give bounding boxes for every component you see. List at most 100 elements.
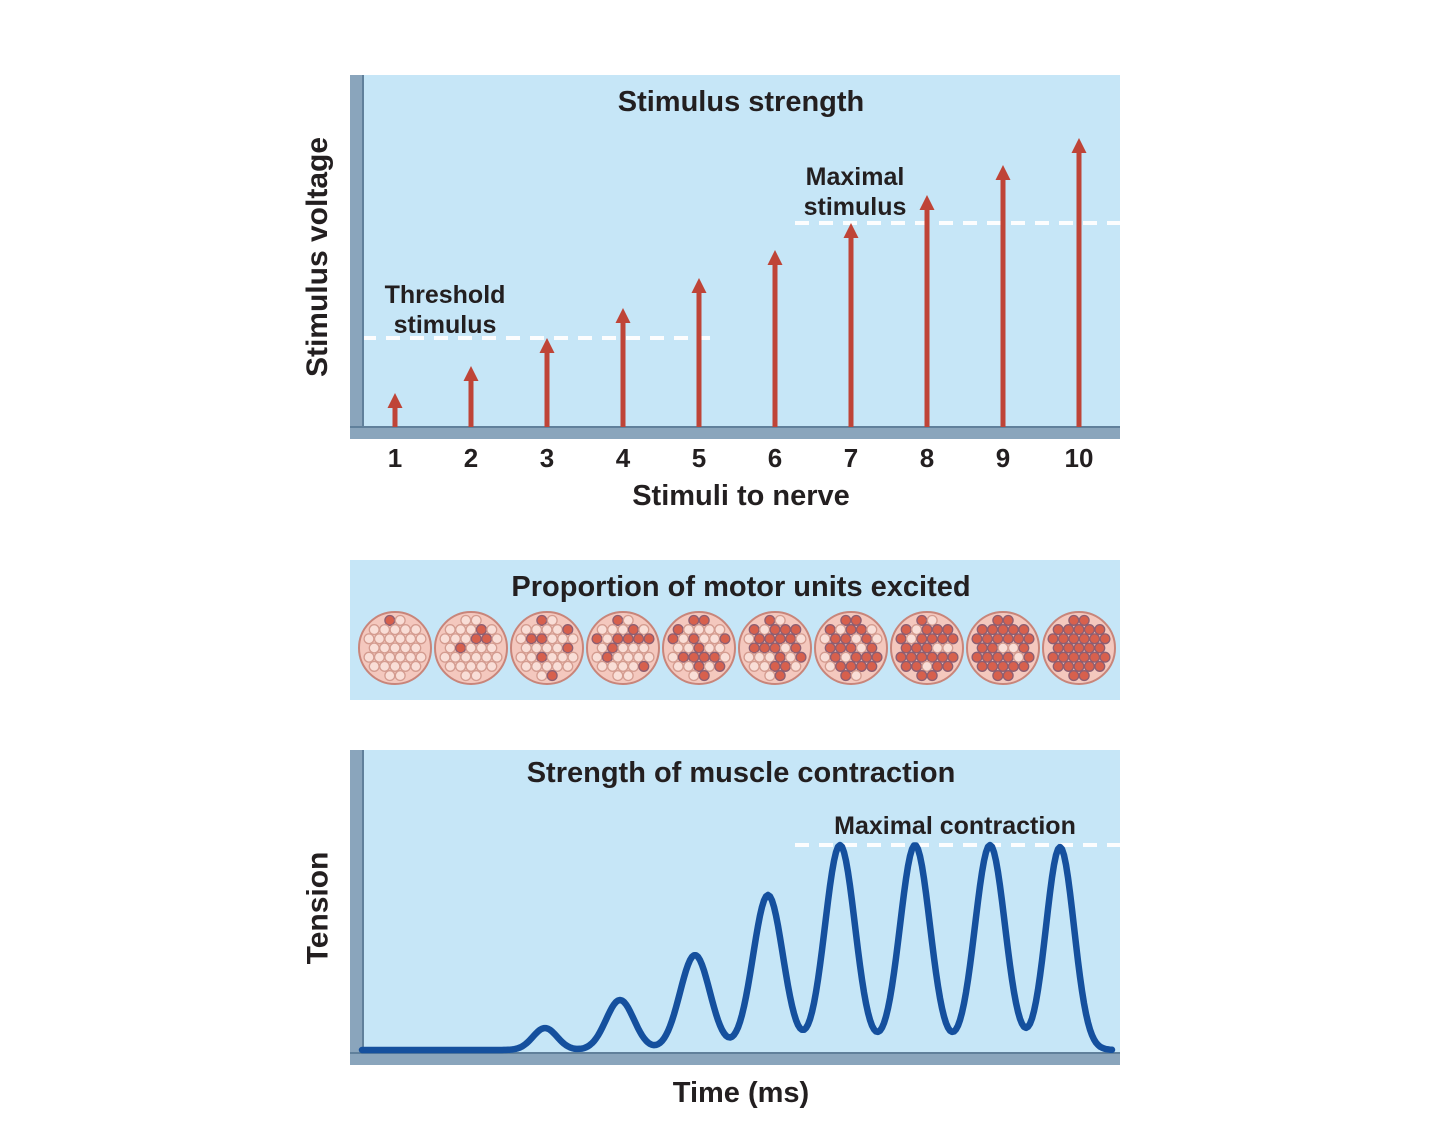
resting-fiber — [667, 651, 679, 663]
excited-fiber — [688, 633, 700, 645]
resting-fiber — [942, 642, 954, 654]
excited-fiber — [546, 670, 558, 682]
resting-fiber — [368, 660, 380, 672]
resting-fiber — [410, 660, 422, 672]
resting-fiber — [520, 642, 532, 654]
excited-fiber — [987, 642, 999, 654]
resting-fiber — [703, 660, 715, 672]
excited-fiber — [1002, 614, 1014, 626]
resting-fiber — [389, 660, 401, 672]
resting-fiber — [491, 651, 503, 663]
tension-axis-label-text: Tension — [301, 851, 334, 964]
excited-fiber — [1007, 660, 1019, 672]
panel-background — [350, 75, 1120, 439]
excited-fiber — [607, 642, 619, 654]
excited-fiber — [855, 660, 867, 672]
stimulus-arrow-head — [767, 250, 783, 265]
stimulus-arrow-head — [387, 393, 403, 408]
resting-fiber — [871, 633, 883, 645]
excited-fiber — [1078, 670, 1090, 682]
resting-fiber — [520, 660, 532, 672]
resting-fiber — [394, 670, 406, 682]
motor-units-panel: Proportion of motor units excited — [350, 560, 1120, 700]
excited-fiber — [992, 651, 1004, 663]
x-axis-bar-edge — [350, 1052, 1120, 1054]
excited-fiber — [1023, 651, 1035, 663]
resting-fiber — [439, 633, 451, 645]
threshold-label-line1: Threshold — [385, 281, 506, 309]
excited-fiber — [976, 660, 988, 672]
motor-unit-circle — [738, 611, 812, 685]
resting-fiber — [460, 670, 472, 682]
resting-fiber — [541, 624, 553, 636]
excited-fiber — [866, 642, 878, 654]
excited-fiber — [562, 624, 574, 636]
excited-fiber — [719, 633, 731, 645]
resting-fiber — [683, 660, 695, 672]
resting-fiber — [683, 624, 695, 636]
excited-fiber — [612, 614, 624, 626]
resting-fiber — [525, 651, 537, 663]
excited-fiber — [764, 614, 776, 626]
resting-fiber — [819, 633, 831, 645]
excited-fiber — [1052, 642, 1064, 654]
resting-fiber — [384, 651, 396, 663]
resting-fiber — [460, 614, 472, 626]
resting-fiber — [475, 660, 487, 672]
excited-fiber — [895, 633, 907, 645]
excited-fiber — [997, 624, 1009, 636]
resting-fiber — [567, 633, 579, 645]
resting-fiber — [905, 633, 917, 645]
resting-fiber — [444, 624, 456, 636]
resting-fiber — [562, 660, 574, 672]
resting-fiber — [743, 651, 755, 663]
motor-units-title: Proportion of motor units excited — [511, 571, 970, 603]
motor-unit-circle — [890, 611, 964, 685]
stimulus-strength-title: Stimulus strength — [618, 86, 865, 118]
stimulus-voltage-axis-label-text: Stimulus voltage — [301, 136, 335, 378]
excited-fiber — [790, 642, 802, 654]
resting-fiber — [557, 633, 569, 645]
resting-fiber — [931, 642, 943, 654]
resting-fiber — [486, 660, 498, 672]
resting-fiber — [785, 651, 797, 663]
resting-fiber — [363, 651, 375, 663]
stimulus-number: 8 — [920, 443, 934, 473]
motor-unit-circle — [814, 611, 888, 685]
resting-fiber — [541, 642, 553, 654]
excited-fiber — [536, 614, 548, 626]
excited-fiber — [1078, 614, 1090, 626]
excited-fiber — [976, 642, 988, 654]
resting-fiber — [546, 651, 558, 663]
excited-fiber — [481, 633, 493, 645]
tension-curve-path — [358, 841, 1116, 1054]
resting-fiber — [703, 624, 715, 636]
excited-fiber — [855, 624, 867, 636]
resting-fiber — [546, 633, 558, 645]
stimulus-arrow-head — [843, 223, 859, 238]
motor-unit-circle — [1042, 611, 1116, 685]
stimulus-number: 1 — [388, 443, 402, 473]
excited-fiber — [921, 624, 933, 636]
stimulus-number: 7 — [844, 443, 858, 473]
resting-fiber — [743, 633, 755, 645]
excited-fiber — [1018, 642, 1030, 654]
excited-fiber — [845, 660, 857, 672]
stimulus-arrow-head — [919, 195, 935, 210]
resting-fiber — [601, 633, 613, 645]
resting-fiber — [460, 633, 472, 645]
motor-unit-circle — [434, 611, 508, 685]
resting-fiber — [491, 633, 503, 645]
excited-fiber — [1013, 633, 1025, 645]
excited-fiber — [992, 670, 1004, 682]
resting-fiber — [460, 651, 472, 663]
resting-fiber — [693, 624, 705, 636]
excited-fiber — [1094, 642, 1106, 654]
excited-fiber — [748, 624, 760, 636]
resting-fiber — [596, 660, 608, 672]
resting-fiber — [850, 633, 862, 645]
resting-fiber — [617, 660, 629, 672]
resting-fiber — [405, 651, 417, 663]
excited-fiber — [774, 670, 786, 682]
excited-fiber — [1073, 642, 1085, 654]
